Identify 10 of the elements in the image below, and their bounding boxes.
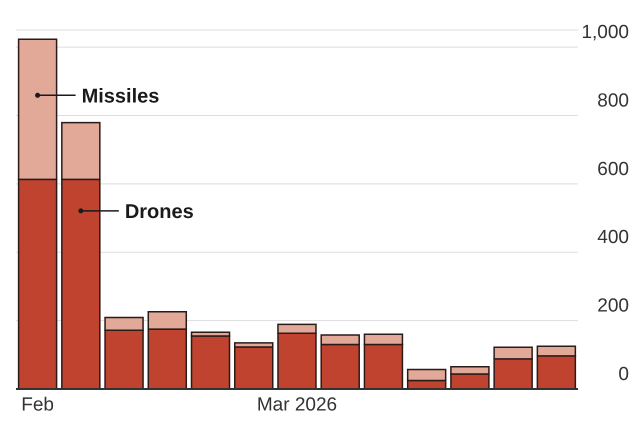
y-tick-label: 400 xyxy=(597,227,629,248)
y-tick-label: 600 xyxy=(597,158,629,180)
x-tick-label: Mar 2026 xyxy=(256,394,338,416)
legend-label: Drones xyxy=(124,200,194,223)
x-tick-label: Feb xyxy=(21,394,54,416)
legend-label: Missiles xyxy=(82,85,160,108)
y-tick-label: 200 xyxy=(597,296,629,317)
y-tick-label: 1,000 xyxy=(581,22,629,44)
y-tick-label: 800 xyxy=(597,90,629,112)
y-tick-label: 0 xyxy=(618,364,629,385)
